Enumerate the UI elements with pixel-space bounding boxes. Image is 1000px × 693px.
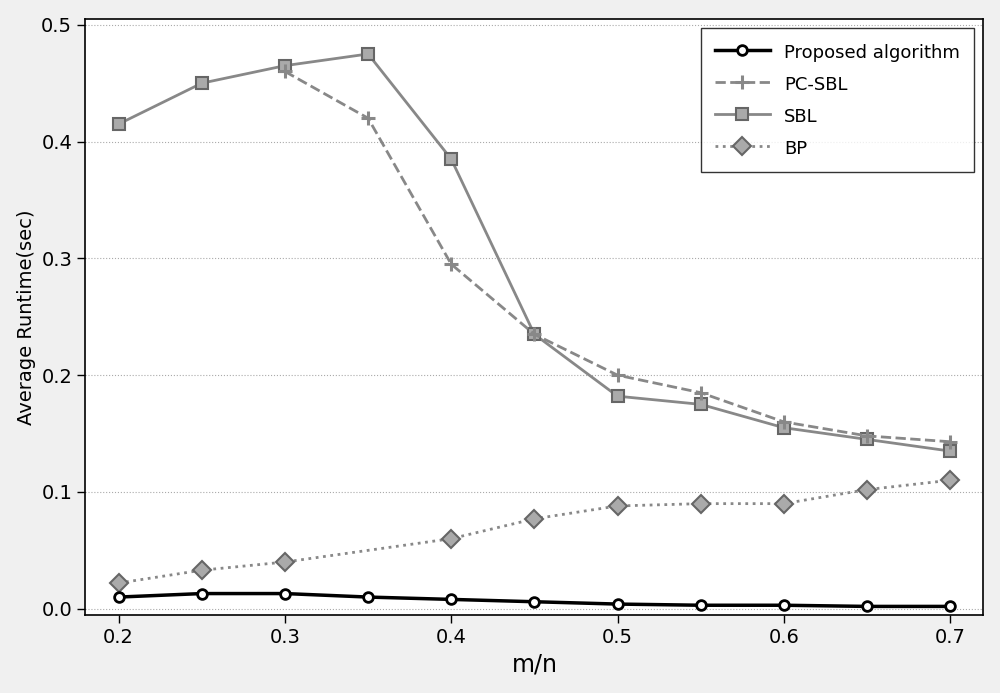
SBL bbox=[279, 62, 291, 70]
PC-SBL bbox=[362, 114, 374, 123]
PC-SBL bbox=[695, 389, 707, 397]
SBL bbox=[445, 155, 457, 164]
Line: BP: BP bbox=[112, 474, 956, 589]
Y-axis label: Average Runtime(sec): Average Runtime(sec) bbox=[17, 209, 36, 425]
Proposed algorithm bbox=[528, 597, 540, 606]
Proposed algorithm bbox=[196, 590, 208, 598]
Proposed algorithm bbox=[695, 601, 707, 609]
PC-SBL bbox=[778, 418, 790, 426]
Proposed algorithm bbox=[612, 600, 624, 608]
BP bbox=[528, 515, 540, 523]
Proposed algorithm bbox=[861, 602, 873, 611]
PC-SBL bbox=[861, 432, 873, 440]
BP bbox=[944, 476, 956, 484]
X-axis label: m/n: m/n bbox=[511, 652, 557, 676]
SBL bbox=[196, 79, 208, 87]
Line: Proposed algorithm: Proposed algorithm bbox=[114, 588, 955, 611]
PC-SBL bbox=[944, 437, 956, 446]
SBL bbox=[695, 400, 707, 408]
BP bbox=[861, 486, 873, 494]
Line: SBL: SBL bbox=[113, 49, 956, 457]
BP bbox=[778, 500, 790, 508]
SBL bbox=[528, 330, 540, 338]
PC-SBL bbox=[612, 371, 624, 379]
PC-SBL bbox=[279, 67, 291, 76]
SBL bbox=[861, 435, 873, 444]
Proposed algorithm bbox=[778, 601, 790, 609]
SBL bbox=[612, 392, 624, 401]
BP bbox=[113, 579, 125, 587]
BP bbox=[279, 558, 291, 566]
Proposed algorithm bbox=[362, 593, 374, 602]
SBL bbox=[113, 120, 125, 128]
BP bbox=[445, 534, 457, 543]
SBL bbox=[362, 50, 374, 58]
Proposed algorithm bbox=[944, 602, 956, 611]
BP bbox=[612, 502, 624, 510]
Proposed algorithm bbox=[445, 595, 457, 604]
Legend: Proposed algorithm, PC-SBL, SBL, BP: Proposed algorithm, PC-SBL, SBL, BP bbox=[701, 28, 974, 172]
BP bbox=[196, 566, 208, 574]
Proposed algorithm bbox=[279, 590, 291, 598]
BP bbox=[695, 500, 707, 508]
SBL bbox=[778, 423, 790, 432]
Proposed algorithm bbox=[113, 593, 125, 602]
PC-SBL bbox=[528, 330, 540, 338]
PC-SBL bbox=[445, 260, 457, 268]
Line: PC-SBL: PC-SBL bbox=[278, 64, 957, 448]
SBL bbox=[944, 447, 956, 455]
